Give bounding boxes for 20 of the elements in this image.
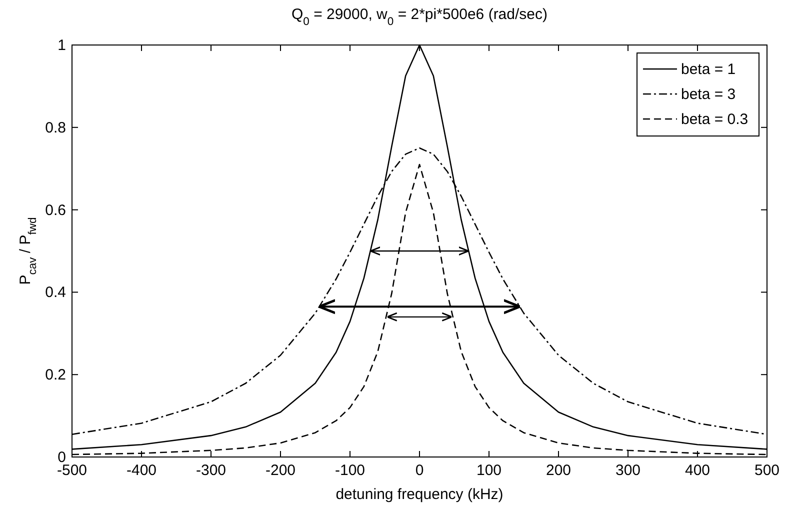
y-tick-label: 0.8 — [45, 119, 66, 136]
y-tick-label: 0.4 — [45, 284, 66, 302]
x-tick-label: -300 — [196, 462, 226, 479]
y-tick-label: 0.6 — [45, 202, 66, 219]
x-tick-label: 200 — [546, 462, 572, 479]
y-tick-label: 0.2 — [45, 366, 66, 384]
x-tick-label: 100 — [476, 462, 502, 479]
x-tick-label: 400 — [684, 462, 710, 479]
x-tick-label: 0 — [415, 462, 424, 479]
x-tick-label: -400 — [126, 462, 157, 479]
chart-title: Q$_{0}$ = 29000, w$_{0}$ = 2*pi*500e6 (rad/sec) — [291, 6, 548, 28]
legend-label: beta = 3 — [681, 86, 736, 103]
x-tick-label: -200 — [265, 462, 296, 479]
y-tick-label: 1 — [58, 37, 66, 54]
legend-label: beta = 1 — [681, 61, 736, 78]
legend-label: beta = 0.3 — [681, 111, 748, 128]
x-tick-label: 300 — [615, 462, 641, 479]
x-axis-title: detuning frequency (kHz) — [336, 486, 504, 503]
x-tick-label: -100 — [334, 462, 366, 479]
x-tick-label: 500 — [754, 462, 780, 479]
